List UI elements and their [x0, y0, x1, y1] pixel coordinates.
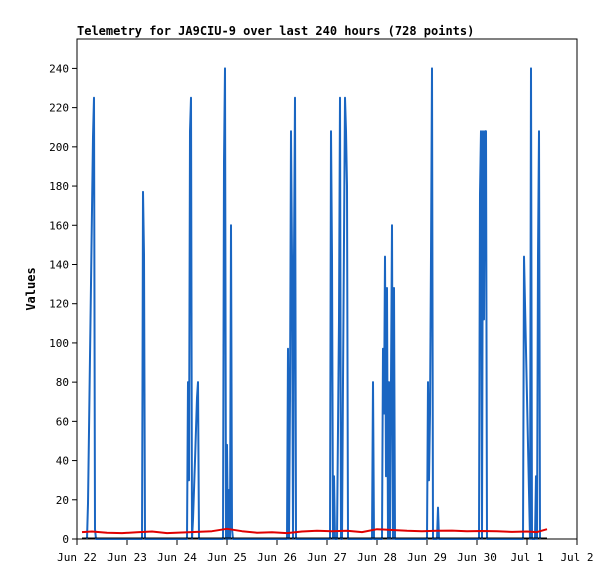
series-line-0 [86, 67, 541, 540]
y-tick-label: 180 [49, 180, 69, 193]
y-tick-label: 0 [62, 533, 69, 546]
chart-title: Telemetry for JA9CIU-9 over last 240 hou… [77, 24, 474, 38]
y-tick-label: 220 [49, 102, 69, 115]
x-tick-label: Jun 24 [157, 551, 197, 564]
y-tick-label: 20 [56, 494, 69, 507]
x-tick-label: Jun 26 [257, 551, 297, 564]
x-tick-label: Jun 30 [457, 551, 497, 564]
y-axis-label: Values [24, 267, 38, 310]
x-axis-ticks: Jun 22 Jun 23 Jun 24 Jun 25 Jun 26 Jun 27 Jun … [57, 539, 594, 564]
y-tick-label: 40 [56, 455, 69, 468]
x-tick-label: Jul 1 [510, 551, 543, 564]
x-tick-label: Jun 22 [57, 551, 97, 564]
y-tick-label: 80 [56, 376, 69, 389]
series-layer [81, 67, 548, 540]
y-tick-label: 60 [56, 415, 69, 428]
y-tick-label: 200 [49, 141, 69, 154]
series-line-1 [81, 527, 548, 535]
plot-area [76, 38, 578, 540]
y-tick-label: 100 [49, 337, 69, 350]
y-axis-ticks: 0 20 40 60 80 100 120 140 160 180 200 220 240 [49, 62, 77, 546]
y-tick-label: 140 [49, 258, 69, 271]
x-tick-label: Jul 2 [560, 551, 593, 564]
y-tick-label: 120 [49, 298, 69, 311]
x-tick-label: Jun 25 [207, 551, 247, 564]
y-tick-label: 240 [49, 62, 69, 75]
x-tick-label: Jun 23 [107, 551, 147, 564]
x-tick-label: Jun 29 [407, 551, 447, 564]
x-tick-label: Jun 27 [307, 551, 347, 564]
x-tick-label: Jun 28 [357, 551, 397, 564]
y-tick-label: 160 [49, 219, 69, 232]
